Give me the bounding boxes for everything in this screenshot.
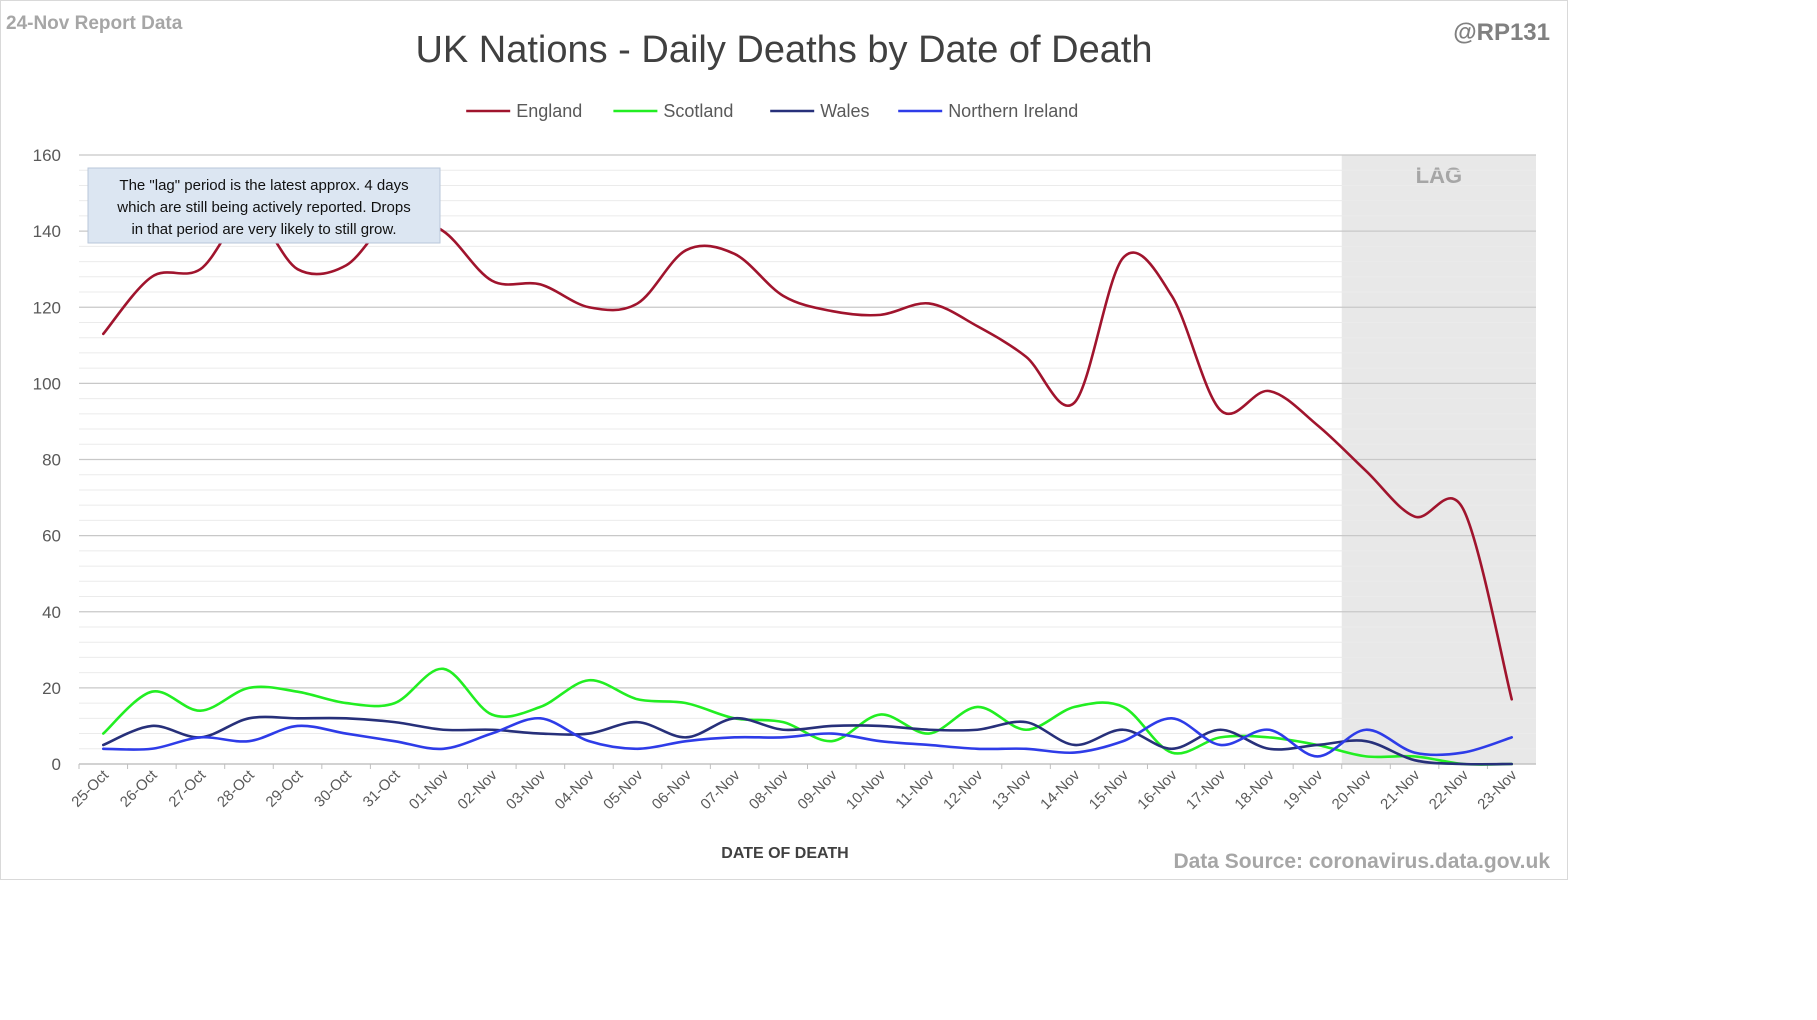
series-line-wales (101, 715, 1514, 766)
legend-item-england: England (466, 101, 582, 121)
y-tick-label: 160 (33, 146, 61, 165)
series-line-england (101, 210, 1514, 701)
lag-label: LAG (1416, 163, 1462, 188)
report-label: 24-Nov Report Data (6, 13, 183, 34)
y-tick-label: 60 (42, 527, 61, 546)
y-tick-label: 100 (33, 374, 61, 393)
legend-item-northern-ireland: Northern Ireland (898, 101, 1078, 121)
legend: England Scotland Wales Northern Ireland (466, 101, 1078, 121)
chart-border (0, 0, 1568, 880)
y-tick-label: 0 (52, 755, 61, 774)
chart-title: UK Nations - Daily Deaths by Date of Dea… (415, 29, 1152, 71)
annotation-box: The "lag" period is the latest approx. 4… (87, 167, 441, 244)
x-axis-label: DATE OF DEATH (721, 845, 848, 862)
y-tick-label: 80 (42, 451, 61, 470)
y-tick-label: 140 (33, 222, 61, 241)
legend-label: England (516, 101, 582, 121)
annotation-line-1: The "lag" period is the latest approx. 4… (119, 177, 408, 194)
legend-label: Wales (820, 101, 869, 121)
series-line-northern-ireland (101, 717, 1514, 758)
gridlines (79, 154, 1536, 765)
series-lines (101, 210, 1514, 766)
annotation-line-2: which are still being actively reported.… (116, 199, 410, 216)
y-tick-label: 120 (33, 298, 61, 317)
legend-item-scotland: Scotland (613, 101, 733, 121)
author-handle: @RP131 (1453, 19, 1550, 46)
y-tick-label: 40 (42, 603, 61, 622)
annotation-line-3: in that period are very likely to still … (131, 221, 396, 238)
annotation-background (87, 167, 441, 244)
legend-label: Scotland (663, 101, 733, 121)
data-source: Data Source: coronavirus.data.gov.uk (1173, 850, 1550, 873)
y-tick-label: 20 (42, 679, 61, 698)
legend-item-wales: Wales (770, 101, 870, 121)
chart-container: LAG 0 20 40 60 80 100 120 140 160 25-Oct 26-Oct 27-… (0, 0, 1568, 880)
legend-label: Northern Ireland (948, 101, 1078, 121)
